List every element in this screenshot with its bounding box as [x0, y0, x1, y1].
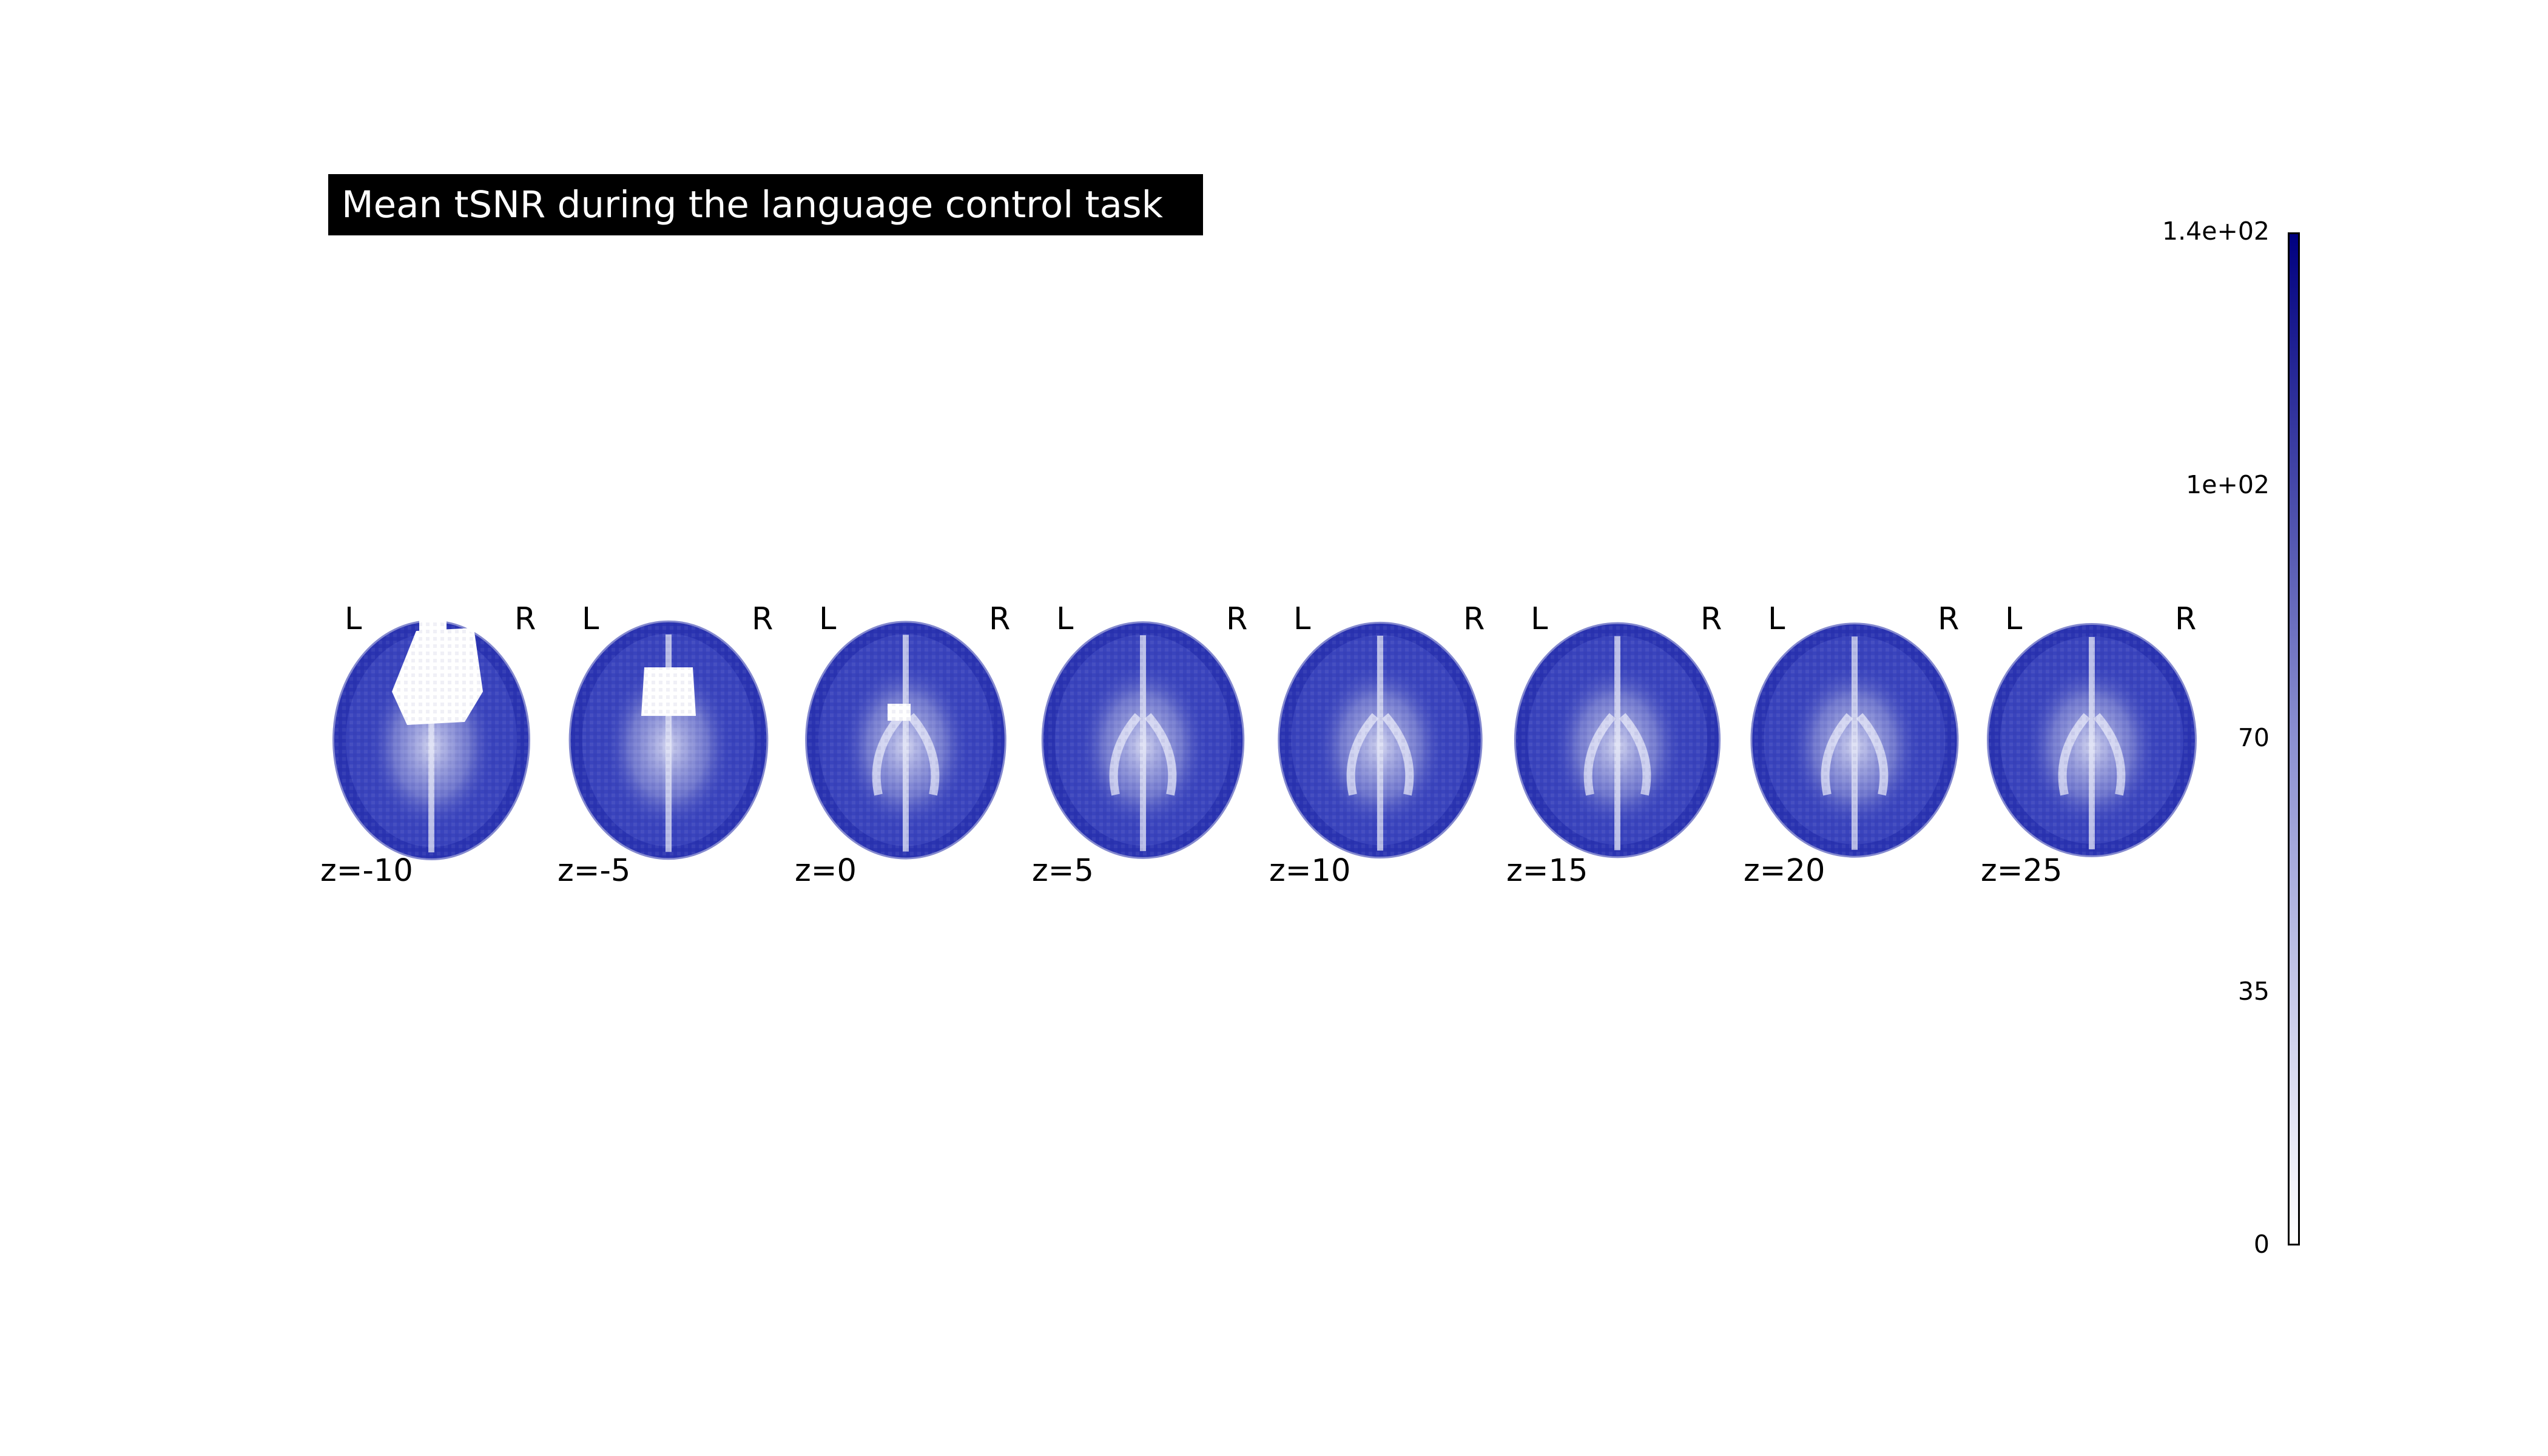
- slice-panel: [1750, 622, 1959, 858]
- voxel-texture: [807, 622, 1005, 858]
- voxel-texture: [1515, 624, 1719, 857]
- left-orientation-label: L: [345, 601, 362, 637]
- right-orientation-label: R: [514, 601, 536, 637]
- slice-z-label: z=15: [1506, 853, 1588, 889]
- slice-z-label: z=5: [1032, 853, 1094, 889]
- slice-panel: [1278, 621, 1483, 859]
- right-orientation-label: R: [1226, 601, 1248, 637]
- left-orientation-label: L: [1531, 601, 1548, 637]
- slice-panel: [805, 621, 1006, 860]
- colorbar-tick-label: 0: [2253, 1230, 2270, 1259]
- slice-panel: [1514, 622, 1721, 858]
- slice-z-label: z=25: [1981, 853, 2063, 889]
- slice-z-label: z=-5: [558, 853, 631, 889]
- slice-panel: [1987, 623, 2197, 857]
- right-orientation-label: R: [1938, 601, 1960, 637]
- voxel-texture: [570, 622, 767, 858]
- colorbar-tick-label: 35: [2237, 976, 2270, 1006]
- slice-panel: [332, 619, 530, 860]
- slice-z-label: z=10: [1269, 853, 1351, 889]
- slice-z-label: z=-10: [320, 853, 413, 889]
- voxel-texture: [334, 622, 528, 858]
- left-orientation-label: L: [1768, 601, 1785, 637]
- right-orientation-label: R: [752, 601, 774, 637]
- right-orientation-label: R: [2175, 601, 2197, 637]
- colorbar: [2288, 232, 2300, 1245]
- figure-title: Mean tSNR during the language control ta…: [342, 183, 1163, 226]
- left-orientation-label: L: [819, 601, 837, 637]
- slice-panel: [1041, 621, 1245, 859]
- right-orientation-label: R: [989, 601, 1011, 637]
- left-orientation-label: L: [582, 601, 599, 637]
- left-orientation-label: L: [1056, 601, 1074, 637]
- left-orientation-label: L: [2005, 601, 2023, 637]
- colorbar-tick-label: 1e+02: [2186, 470, 2270, 499]
- left-orientation-label: L: [1293, 601, 1311, 637]
- slice-panel: [568, 620, 769, 860]
- voxel-texture: [1043, 623, 1243, 857]
- colorbar-gradient: [2290, 234, 2298, 1244]
- voxel-texture: [1279, 623, 1481, 857]
- colorbar-tick-label: 1.4e+02: [2162, 217, 2270, 246]
- right-orientation-label: R: [1700, 601, 1722, 637]
- right-orientation-label: R: [1463, 601, 1485, 637]
- slice-z-label: z=20: [1744, 853, 1825, 889]
- slice-z-label: z=0: [795, 853, 857, 889]
- title-box: Mean tSNR during the language control ta…: [328, 174, 1203, 235]
- colorbar-tick-label: 70: [2237, 723, 2270, 752]
- voxel-texture: [1752, 624, 1957, 856]
- voxel-texture: [1989, 625, 2195, 855]
- slice-panels: [332, 619, 2197, 860]
